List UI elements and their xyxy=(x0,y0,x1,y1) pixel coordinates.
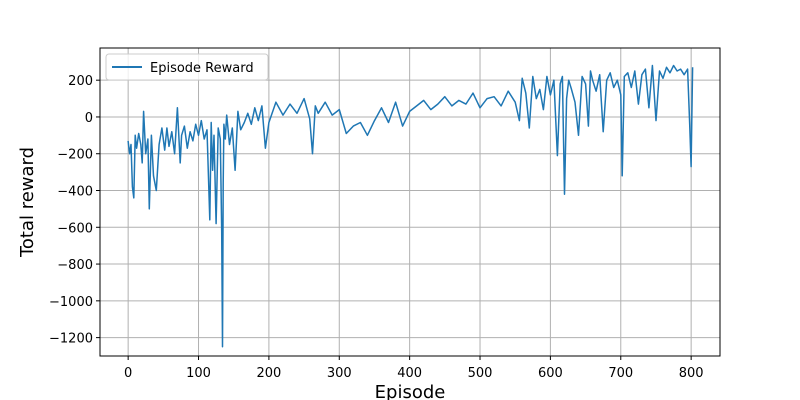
grid-lines xyxy=(100,48,720,356)
y-axis-label: Total reward xyxy=(17,147,38,258)
y-axis-ticks: 200 0 −200 −400 −600 −800 −1000 −1200 xyxy=(49,74,100,347)
y-tick-label: −400 xyxy=(57,185,93,200)
y-tick-label: −1200 xyxy=(49,332,93,347)
x-axis-label: Episode xyxy=(375,382,446,400)
x-tick-label: 500 xyxy=(468,366,493,381)
legend: Episode Reward xyxy=(105,53,269,81)
x-tick-label: 800 xyxy=(679,366,704,381)
y-tick-label: −200 xyxy=(57,148,93,163)
x-tick-label: 700 xyxy=(608,366,633,381)
x-tick-label: 600 xyxy=(538,366,563,381)
x-tick-label: 100 xyxy=(186,366,211,381)
y-tick-label: 0 xyxy=(85,111,93,126)
legend-label-episode-reward: Episode Reward xyxy=(150,61,254,76)
x-tick-label: 300 xyxy=(327,366,352,381)
y-tick-label: 200 xyxy=(68,74,93,89)
legend-box xyxy=(105,53,269,81)
y-tick-label: −1000 xyxy=(49,295,93,310)
y-tick-label: −800 xyxy=(57,258,93,273)
x-tick-label: 400 xyxy=(397,366,422,381)
x-tick-label: 0 xyxy=(124,366,132,381)
x-axis-ticks: 0 100 200 300 400 500 600 700 800 xyxy=(124,356,704,381)
series-layer xyxy=(127,64,694,348)
series-line-episode-reward xyxy=(127,64,694,348)
y-tick-label: −600 xyxy=(57,221,93,236)
x-tick-label: 200 xyxy=(256,366,281,381)
